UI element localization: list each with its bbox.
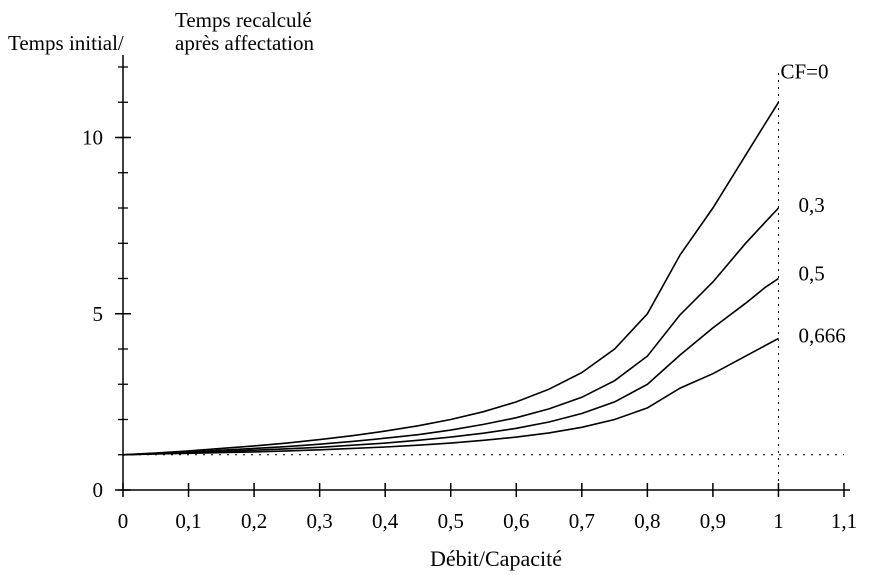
series-label: 0,5 [798, 262, 824, 286]
x-tick-label: 0,7 [569, 509, 595, 533]
x-tick-label: 0,9 [700, 509, 726, 533]
y-tick-label: 0 [93, 478, 104, 502]
y-tick-label: 10 [82, 126, 103, 150]
x-tick-label: 0,5 [438, 509, 464, 533]
series-line [122, 277, 779, 456]
y-axis-label-line1: Temps recalculé [175, 8, 312, 32]
series-label: 0,666 [798, 323, 845, 347]
series-line [122, 101, 780, 456]
x-tick-label: 1,1 [831, 509, 857, 533]
x-tick-label: 0,6 [503, 509, 529, 533]
plot-area: 0 0,1 0,2 0,3 0,4 0,5 0,6 0,7 0,8 0,9 1 1,1 0 5 10 CF=0… [82, 55, 857, 533]
x-tick-label: 0,1 [175, 509, 201, 533]
series-line [122, 207, 780, 456]
x-tick-label: 0,8 [634, 509, 660, 533]
series-line [122, 337, 779, 456]
x-tick-label: 0,4 [372, 509, 399, 533]
x-tick-label: 0 [118, 509, 129, 533]
y-tick-label: 5 [93, 302, 104, 326]
x-tick-label: 0,2 [241, 509, 267, 533]
series-label: CF=0 [780, 59, 828, 83]
y-axis-label-prefix: Temps initial/ [8, 31, 124, 55]
series-label: 0,3 [798, 193, 824, 217]
y-axis-label-line2: après affectation [175, 31, 314, 55]
x-tick-label: 1 [773, 509, 784, 533]
x-tick-label: 0,3 [307, 509, 333, 533]
x-axis-label: Débit/Capacité [430, 546, 562, 571]
